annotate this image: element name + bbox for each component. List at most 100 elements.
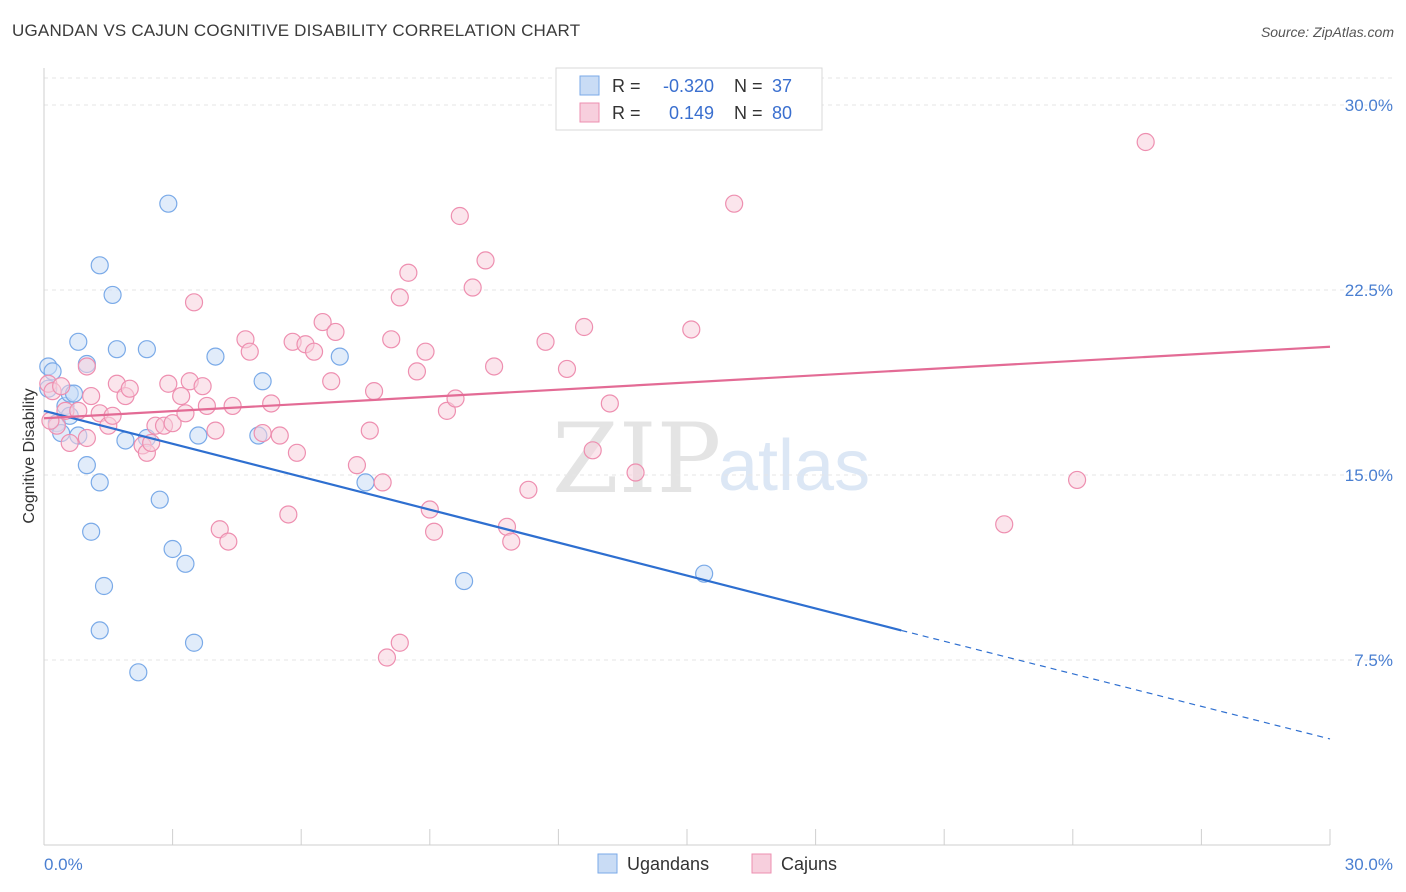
legend-n-value-ugandans: 37 — [772, 76, 792, 96]
y-tick-label: 7.5% — [1354, 651, 1393, 670]
cajuns-point — [373, 473, 392, 492]
ugandans-point — [206, 347, 225, 366]
watermark-atlas: atlas — [718, 426, 870, 506]
gridlines — [44, 77, 1395, 661]
cajuns-point — [159, 374, 178, 393]
cajuns-point — [390, 633, 409, 652]
ugandans-point — [159, 194, 178, 213]
cajuns-point — [253, 423, 272, 443]
y-tick-label: 22.5% — [1345, 281, 1393, 300]
cajuns-point — [304, 342, 324, 361]
cajuns-point — [626, 463, 645, 482]
ugandans-point — [189, 426, 208, 445]
cajuns-point — [219, 532, 238, 551]
series-legend-label-cajuns: Cajuns — [781, 854, 837, 874]
cajuns-point — [360, 421, 379, 440]
cajuns-point — [424, 522, 444, 541]
ugandans-point — [129, 663, 148, 682]
legend-r-value-cajuns: 0.149 — [669, 103, 714, 123]
ugandans-point — [90, 473, 109, 492]
cajuns-point — [210, 520, 229, 539]
cajuns-point — [1136, 132, 1155, 152]
series-legend-swatch-ugandans — [597, 853, 618, 874]
cajuns-point — [416, 342, 435, 361]
cajuns-point — [377, 648, 397, 667]
cajuns-point — [463, 278, 482, 297]
ugandans-point — [184, 633, 204, 652]
cajuns-point — [995, 515, 1014, 534]
cajuns-point — [223, 396, 242, 416]
source-credit: Source: ZipAtlas.com — [1260, 24, 1394, 40]
ugandans-point — [150, 490, 169, 509]
legend-swatch-cajuns — [579, 102, 600, 123]
cajuns-point — [52, 377, 71, 396]
ugandans-trend-extension — [901, 629, 1331, 740]
cajuns-point — [176, 404, 195, 423]
trend-lines — [43, 345, 1331, 740]
cajuns-point — [682, 320, 701, 339]
cajuns-point — [326, 322, 345, 342]
series-legend-label-ugandans: Ugandans — [627, 854, 709, 874]
cajuns-point — [279, 505, 298, 524]
cajuns-point — [485, 357, 504, 376]
ugandans-point — [82, 522, 101, 541]
cajuns-point — [270, 426, 289, 445]
ugandans-point — [94, 576, 114, 596]
ugandans-point — [90, 256, 109, 275]
ugandans-trend-line — [43, 409, 902, 632]
cajuns-trend-line — [43, 345, 1331, 420]
cajuns-point — [1067, 470, 1087, 490]
x-tick-label-min: 0.0% — [44, 855, 83, 874]
legend-n-label-cajuns: N = — [734, 103, 763, 123]
cajuns-point — [450, 206, 469, 226]
ugandans-point — [176, 554, 195, 573]
cajuns-point — [502, 532, 521, 551]
legend-n-value-cajuns: 80 — [772, 103, 792, 123]
stats-legend-box — [555, 67, 823, 131]
watermark-zip: ZIP — [552, 403, 721, 515]
cajuns-point — [382, 330, 401, 349]
ugandans-point — [69, 332, 88, 351]
cajuns-point — [163, 414, 182, 433]
ugandans-point — [163, 539, 182, 559]
cajuns-point — [240, 342, 259, 361]
cajuns-point — [407, 362, 427, 381]
cajuns-point — [347, 456, 367, 475]
cajuns-point — [262, 394, 281, 413]
legend-n-label-ugandans: N = — [734, 76, 763, 96]
ugandans-point — [137, 340, 156, 359]
y-tick-label: 15.0% — [1345, 466, 1393, 485]
ugandans-point — [253, 372, 272, 391]
cajuns-point — [287, 443, 307, 462]
cajuns-point — [390, 288, 409, 307]
cajuns-point — [575, 317, 594, 337]
cajuns-point — [600, 394, 619, 413]
cajuns-point — [82, 386, 101, 406]
ugandans-point — [356, 473, 375, 492]
y-tick-label: 30.0% — [1345, 96, 1393, 115]
cajuns-point — [519, 480, 538, 499]
series-legend-swatch-cajuns — [751, 853, 772, 874]
cajuns-point — [60, 433, 79, 453]
ugandans-point — [330, 347, 349, 366]
cajuns-point — [77, 428, 96, 448]
x-axis-ticks — [43, 829, 1331, 845]
legend-r-value-ugandans: -0.320 — [663, 76, 714, 96]
cajuns-point — [399, 263, 418, 282]
cajuns-point — [437, 401, 457, 420]
cajuns-point — [120, 379, 139, 398]
cajuns-point — [193, 377, 212, 396]
cajuns-point — [184, 293, 204, 312]
cajuns-point — [364, 382, 384, 401]
ugandans-point — [90, 621, 109, 640]
cajuns-point — [536, 332, 555, 351]
cajuns-point — [725, 194, 744, 213]
cajuns-point — [322, 372, 341, 391]
legend-r-label-ugandans: R = — [612, 76, 641, 96]
x-tick-label-max: 30.0% — [1345, 855, 1393, 874]
y-tick-labels: 7.5% 15.0% 22.5% 30.0% — [1345, 96, 1393, 670]
cajuns-point — [206, 421, 225, 440]
cajuns-point — [172, 386, 191, 406]
ugandans-point — [107, 340, 126, 359]
